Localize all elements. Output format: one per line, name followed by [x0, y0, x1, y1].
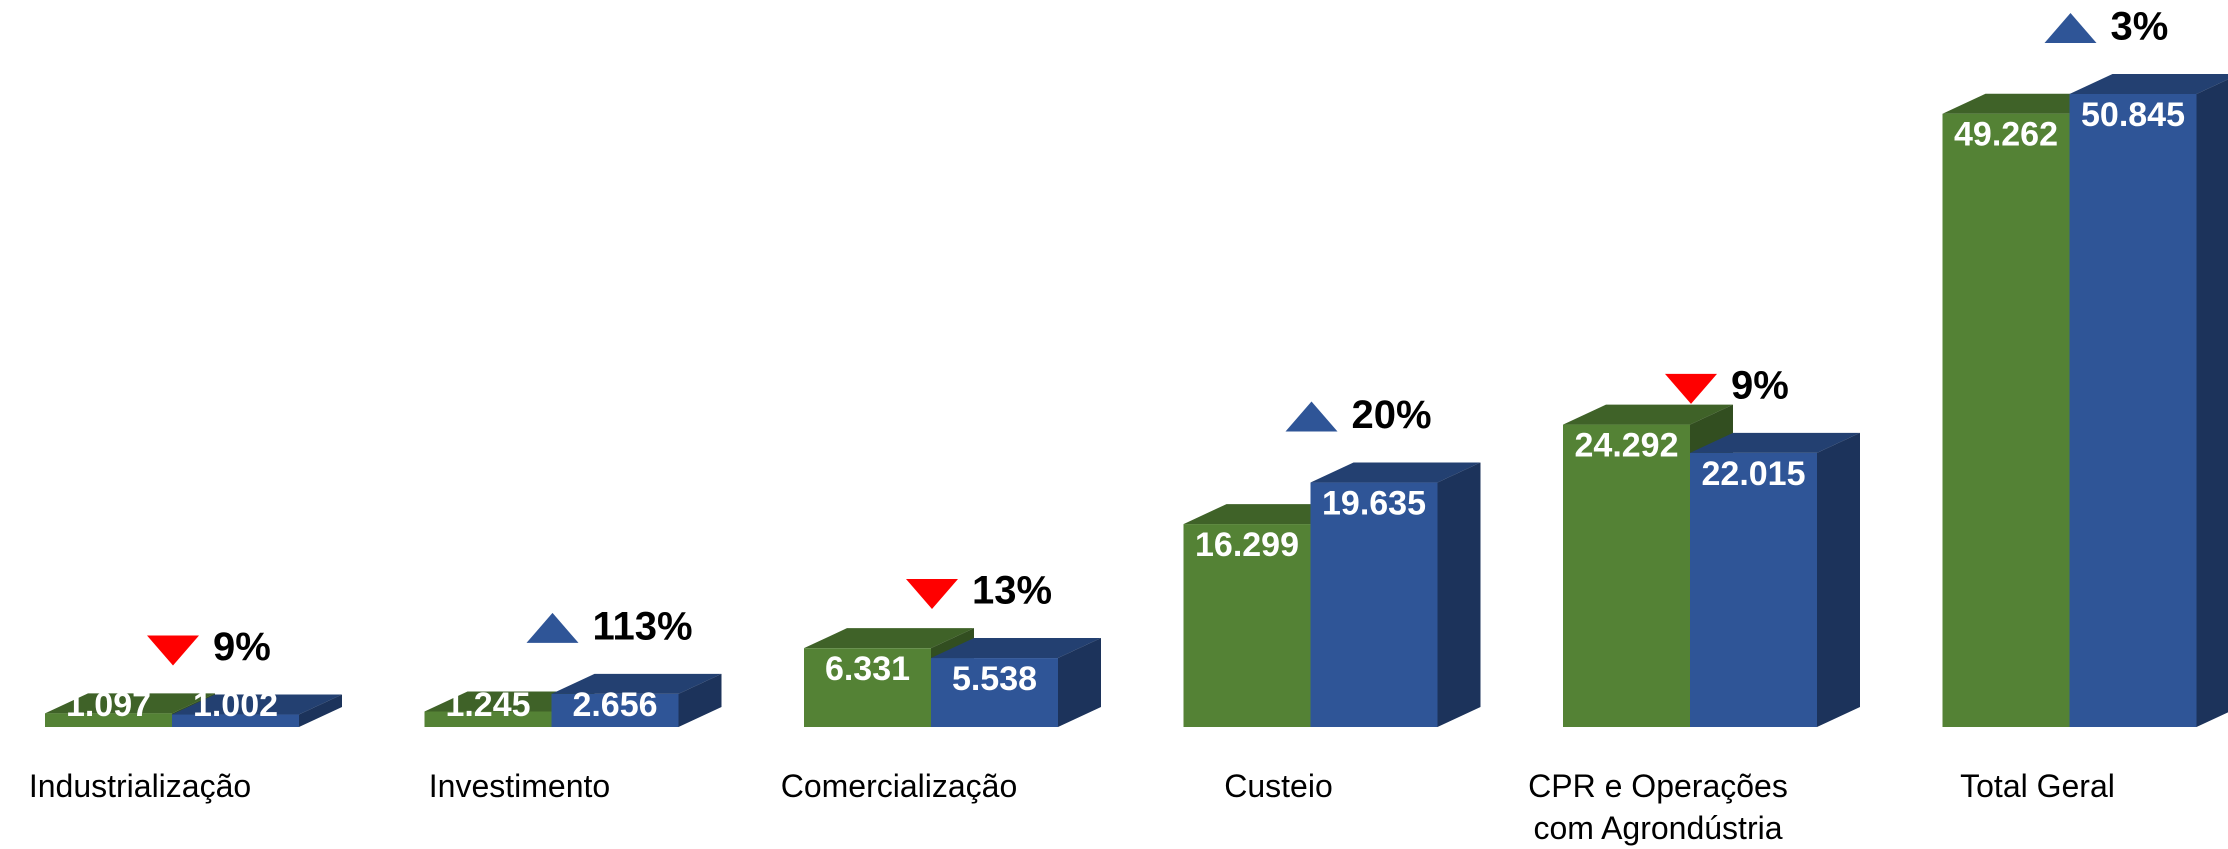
bar-side [1058, 638, 1101, 727]
change-label: 9% [1731, 363, 1789, 407]
value-label: 19.635 [1322, 485, 1426, 523]
bar-top [172, 694, 342, 715]
bar [551, 693, 679, 727]
bar [424, 711, 552, 727]
value-label: 6.331 [825, 650, 910, 688]
value-label: 1.002 [193, 686, 278, 724]
change-label: 113% [593, 604, 693, 648]
bar-side [1437, 462, 1481, 727]
x-tick-label: Industrialização [29, 768, 251, 804]
bar-side [678, 673, 722, 727]
bar [804, 648, 931, 727]
bar [172, 714, 299, 727]
x-tick-label: Custeio [1224, 768, 1333, 804]
value-label: 16.299 [1195, 526, 1299, 564]
bar-top [1690, 432, 1860, 453]
bar [1310, 482, 1438, 727]
change-arrow [1665, 373, 1717, 404]
change-label: 13% [972, 569, 1052, 613]
bar [45, 713, 172, 727]
x-tick-label: CPR e Operações com Agrondústria [1528, 768, 1788, 846]
bar-top [45, 693, 215, 714]
change-arrow [147, 635, 199, 666]
value-label: 22.015 [1702, 455, 1806, 493]
change-label: 20% [1352, 393, 1432, 437]
bar-top [931, 638, 1101, 659]
bar-top [804, 628, 974, 649]
value-label: 24.292 [1575, 427, 1679, 465]
value-label: 2.656 [572, 686, 657, 724]
change-label: 3% [2111, 5, 2169, 49]
bar [1183, 524, 1311, 727]
value-label: 50.845 [2081, 96, 2185, 134]
bar [1690, 452, 1817, 727]
bar-top [551, 673, 722, 694]
value-label: 1.245 [445, 686, 530, 724]
bar-side [1817, 432, 1860, 727]
bar-top [2069, 74, 2228, 94]
change-arrow [526, 612, 579, 643]
change-arrow [2044, 13, 2097, 43]
bar-top [1310, 462, 1481, 483]
bar [2069, 94, 2197, 727]
value-label: 5.538 [952, 660, 1037, 698]
value-label: 1.097 [66, 686, 151, 724]
bar [1942, 113, 2070, 728]
x-tick-label: Comercialização [781, 768, 1018, 804]
x-tick-label: Investimento [429, 768, 610, 804]
change-label: 9% [213, 625, 271, 669]
bar-side [299, 694, 342, 727]
bar-side [2196, 79, 2228, 727]
change-arrow [906, 579, 958, 610]
bar [931, 658, 1058, 727]
bar-top [1563, 404, 1733, 425]
change-arrow [1285, 401, 1338, 432]
value-label: 49.262 [1954, 116, 2058, 154]
x-tick-label: Total Geral [1960, 768, 2115, 804]
bar [1563, 424, 1690, 727]
